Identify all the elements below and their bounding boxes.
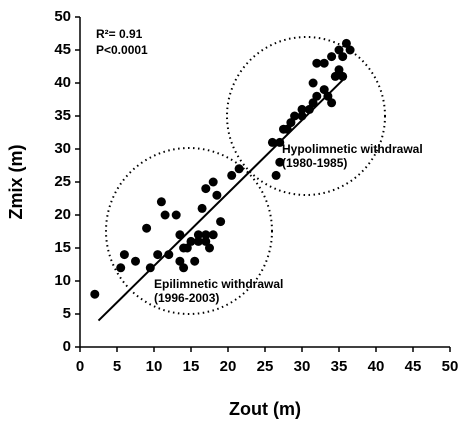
data-point <box>208 230 218 240</box>
y-tick-label: 5 <box>63 305 71 322</box>
data-point <box>193 230 203 240</box>
x-axis-label: Zout (m) <box>229 399 301 419</box>
data-point <box>338 52 348 62</box>
data-point <box>312 91 322 101</box>
data-point <box>319 85 329 95</box>
data-point <box>319 58 329 68</box>
data-point <box>234 164 244 174</box>
data-point <box>156 197 166 207</box>
data-point <box>267 137 277 147</box>
y-tick-label: 45 <box>54 41 71 58</box>
y-tick-label: 35 <box>54 107 71 124</box>
data-point <box>205 243 214 253</box>
data-point <box>160 210 170 220</box>
data-point <box>119 250 129 260</box>
p-value: P<0.0001 <box>96 43 148 57</box>
data-point <box>334 45 344 55</box>
data-point <box>145 263 155 273</box>
y-tick-label: 20 <box>54 206 71 223</box>
data-point <box>201 230 211 240</box>
data-point <box>153 250 163 260</box>
data-point <box>216 217 226 227</box>
data-point <box>304 104 314 114</box>
data-point <box>182 243 192 253</box>
epilimnetic-years: (1996-2003) <box>154 291 219 305</box>
x-tick-label: 10 <box>146 358 163 375</box>
data-point <box>227 170 237 180</box>
epilimnetic-circle <box>105 147 273 315</box>
data-point <box>186 236 196 246</box>
y-tick-label: 15 <box>54 239 71 256</box>
data-point <box>323 91 333 101</box>
data-point <box>341 38 351 48</box>
data-point <box>179 263 189 273</box>
data-point <box>164 250 174 260</box>
hypolimnetic-label: Hypolimnetic withdrawal <box>282 142 423 156</box>
x-tick-label: 25 <box>257 358 274 375</box>
data-point <box>327 98 337 108</box>
data-point <box>190 256 200 266</box>
y-tick-label: 25 <box>54 173 71 190</box>
data-point <box>142 223 152 233</box>
x-tick-label: 35 <box>331 358 348 375</box>
data-point <box>175 256 185 266</box>
data-point <box>327 52 337 62</box>
data-point <box>308 78 318 88</box>
data-point <box>275 137 285 147</box>
data-point <box>193 236 203 246</box>
data-point <box>297 111 307 121</box>
data-point <box>308 98 318 108</box>
y-tick-label: 30 <box>54 140 71 157</box>
data-point <box>312 58 322 68</box>
data-point <box>271 170 281 180</box>
data-point <box>275 157 285 167</box>
data-point <box>208 177 218 187</box>
data-point <box>345 45 355 55</box>
y-tick-label: 10 <box>54 272 71 289</box>
x-tick-label: 0 <box>76 358 84 375</box>
data-point <box>171 210 181 220</box>
data-point <box>286 118 296 128</box>
x-tick-label: 20 <box>220 358 237 375</box>
y-tick-label: 0 <box>63 338 71 355</box>
x-tick-label: 5 <box>113 358 121 375</box>
x-tick-label: 30 <box>294 358 311 375</box>
data-point <box>338 71 348 81</box>
x-tick-label: 45 <box>405 358 422 375</box>
data-point <box>297 104 307 114</box>
data-point <box>282 124 292 134</box>
data-point <box>201 184 211 194</box>
hypolimnetic-circle <box>226 36 386 196</box>
x-tick-label: 15 <box>183 358 200 375</box>
data-point <box>116 263 126 273</box>
data-point <box>212 190 222 200</box>
data-point <box>330 71 340 81</box>
x-tick-label: 40 <box>368 358 385 375</box>
y-axis-label: Zmix (m) <box>6 144 26 219</box>
data-point <box>197 203 207 213</box>
data-point <box>90 289 100 299</box>
x-tick-label: 50 <box>442 358 459 375</box>
y-tick-label: 50 <box>54 8 71 25</box>
epilimnetic-label: Epilimnetic withdrawal <box>154 277 283 291</box>
y-tick-label: 40 <box>54 74 71 91</box>
data-point <box>175 230 185 240</box>
data-point <box>131 256 140 266</box>
data-point <box>290 111 300 121</box>
hypolimnetic-years: (1980-1985) <box>282 156 347 170</box>
data-point <box>201 236 211 246</box>
data-point <box>334 65 344 75</box>
r-squared: R²= 0.91 <box>96 27 143 41</box>
